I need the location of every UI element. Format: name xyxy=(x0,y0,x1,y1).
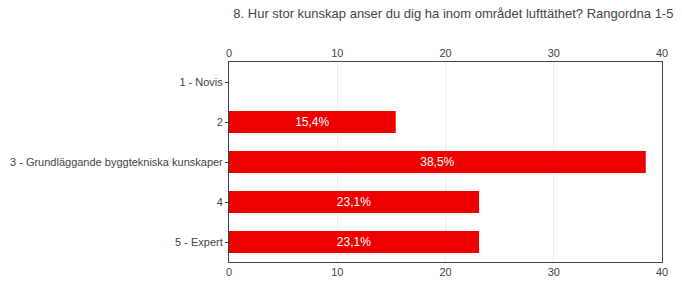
svg-text:5 - Expert: 5 - Expert xyxy=(175,236,223,248)
svg-text:10: 10 xyxy=(331,47,343,59)
svg-text:23,1%: 23,1% xyxy=(337,195,371,209)
svg-text:8. Hur stor kunskap anser du d: 8. Hur stor kunskap anser du dig ha inom… xyxy=(233,6,673,21)
svg-text:40: 40 xyxy=(656,47,668,59)
svg-text:30: 30 xyxy=(548,266,560,278)
svg-text:23,1%: 23,1% xyxy=(337,235,371,249)
svg-text:4: 4 xyxy=(217,196,223,208)
svg-text:10: 10 xyxy=(331,266,343,278)
svg-text:3 - Grundläggande byggtekniska: 3 - Grundläggande byggtekniska kunskaper xyxy=(10,156,223,168)
svg-text:30: 30 xyxy=(548,47,560,59)
svg-text:0: 0 xyxy=(226,47,232,59)
svg-text:2: 2 xyxy=(217,116,223,128)
svg-text:1 - Novis: 1 - Novis xyxy=(179,76,223,88)
svg-text:20: 20 xyxy=(439,47,451,59)
svg-text:38,5%: 38,5% xyxy=(420,155,454,169)
svg-text:0: 0 xyxy=(226,266,232,278)
svg-text:40: 40 xyxy=(656,266,668,278)
svg-text:20: 20 xyxy=(439,266,451,278)
svg-text:15,4%: 15,4% xyxy=(295,115,329,129)
